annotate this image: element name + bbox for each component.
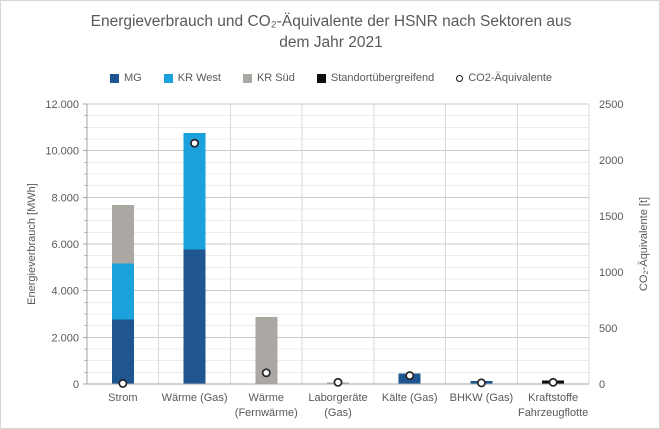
right-axis-title: CO₂-Äquivalente [t] [638,197,650,291]
legend-label: KR Süd [256,72,295,84]
chart-legend: MG KR West KR Süd Standortübergreifend CO2-Ä… [1,69,659,87]
bar-segment-kr-west [111,263,134,320]
left-axis-tick-label: 10.000 [45,146,79,158]
x-axis-label: Wärme [249,392,284,404]
legend-color-swatch-icon [242,73,252,83]
co2-marker [333,377,343,387]
legend-item-3: Standortübergreifend [316,72,435,84]
x-axis-label: BHKW (Gas) [450,392,514,404]
x-axis-label: Kälte (Gas) [382,392,438,404]
legend-color-swatch-icon [110,73,119,83]
co2-marker [548,377,558,387]
chart-title: Energieverbrauch und CO₂-Äquivalente der… [31,11,631,53]
x-axis-label: Kraftstoffe [528,392,578,404]
co2-marker [405,371,415,381]
bar-segment-kr-west [183,132,206,250]
legend-item-4: CO2-Äquivalente [456,72,552,84]
right-axis-tick-label: 2000 [599,155,623,167]
bar-segment-mg [183,249,206,384]
left-axis-tick-label: 12.000 [45,99,79,111]
x-axis-label: Fahrzeugflotte [518,407,588,419]
legend-item-1: KR West [163,72,221,84]
x-axis-label: (Fernwärme) [235,407,298,419]
co2-marker [118,378,128,388]
x-axis-label: Wärme (Gas) [162,392,228,404]
bar-segment-mg [111,319,134,384]
co2-marker [190,138,200,148]
legend-label: CO2-Äquivalente [468,72,552,84]
right-axis-tick-label: 1000 [599,267,623,279]
x-axis-label: (Gas) [324,407,352,419]
left-axis-tick-label: 2.000 [51,332,79,344]
right-axis-tick-label: 2500 [599,99,623,111]
right-axis-tick-label: 0 [599,379,605,391]
legend-label: MG [124,72,142,84]
legend-color-swatch-icon [316,73,326,83]
right-axis-tick-label: 1500 [599,211,623,223]
co2-marker [476,378,486,388]
co2-marker [261,368,271,378]
left-axis-tick-label: 6.000 [51,239,79,251]
x-axis-label: Laborgeräte [308,392,367,404]
left-axis-tick-label: 8.000 [51,192,79,204]
right-axis-tick-label: 500 [599,323,617,335]
legend-item-2: KR Süd [242,72,295,84]
left-axis-tick-label: 0 [73,379,79,391]
legend-circle-marker-icon [456,74,464,82]
chart-title-line2: dem Jahr 2021 [279,34,383,51]
bar-segment-kr-süd [111,205,134,264]
left-axis-tick-label: 4.000 [51,286,79,298]
chart-title-line1: Energieverbrauch und CO₂-Äquivalente der… [90,13,572,30]
legend-item-0: MG [110,72,142,84]
x-axis-label: Strom [108,392,137,404]
legend-color-swatch-icon [163,73,173,83]
bar-segment-kr-süd [255,317,278,384]
legend-label: Standortübergreifend [330,72,435,84]
legend-label: KR West [177,72,221,84]
left-axis-title: Energieverbrauch [MWh] [26,183,38,305]
